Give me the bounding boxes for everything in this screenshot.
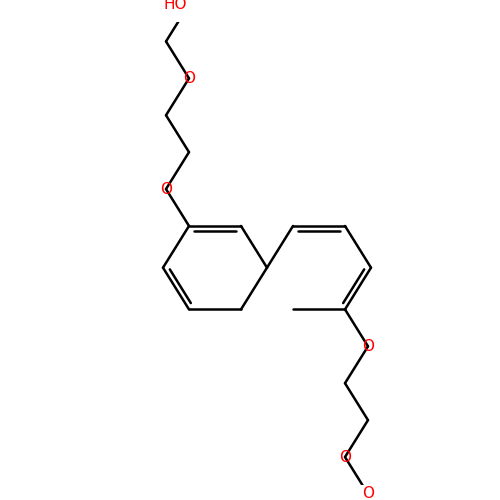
Text: O: O — [339, 450, 351, 464]
Text: O: O — [160, 182, 172, 196]
Text: O: O — [362, 486, 374, 500]
Text: O: O — [183, 71, 195, 86]
Text: HO: HO — [164, 0, 187, 12]
Text: O: O — [362, 339, 374, 354]
